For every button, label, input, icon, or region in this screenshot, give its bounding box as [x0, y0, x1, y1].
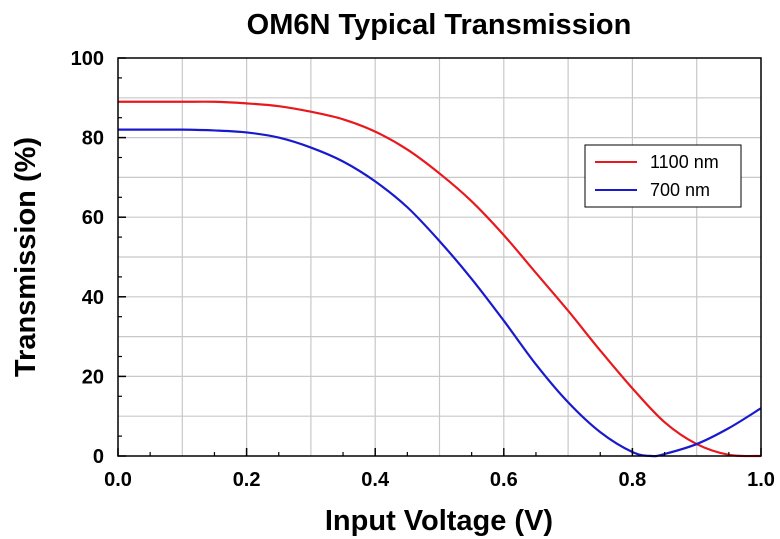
x-tick-labels: 0.0 0.2 0.4 0.6 0.8 1.0	[104, 469, 775, 491]
x-tick-label: 1.0	[747, 469, 775, 491]
grid-lines	[118, 58, 761, 456]
axis-ticks	[117, 57, 762, 457]
legend-label-1100nm: 1100 nm	[650, 152, 719, 172]
x-axis-label: Input Voltage (V)	[325, 505, 553, 537]
y-tick-labels: 0 20 40 60 80 100	[71, 48, 104, 468]
x-tick-label: 0.4	[361, 469, 390, 491]
x-tick-label: 0.0	[104, 469, 132, 491]
series-line-1100nm	[117, 100, 762, 458]
x-tick-label: 0.2	[233, 469, 261, 491]
y-tick-label: 100	[71, 48, 104, 70]
y-tick-label: 60	[82, 207, 104, 229]
y-axis-label: Transmission (%)	[10, 137, 42, 377]
chart-title: OM6N Typical Transmission	[247, 9, 632, 41]
y-tick-label: 20	[82, 366, 104, 388]
x-tick-label: 0.8	[618, 469, 646, 491]
y-tick-label: 80	[82, 128, 104, 150]
y-tick-label: 40	[82, 287, 104, 309]
legend-box	[584, 144, 742, 208]
legend-label-700nm: 700 nm	[650, 180, 710, 200]
legend: 1100 nm 700 nm	[584, 144, 742, 208]
y-tick-label: 0	[93, 446, 104, 468]
x-tick-label: 0.6	[490, 469, 518, 491]
plot-frame	[117, 57, 762, 457]
